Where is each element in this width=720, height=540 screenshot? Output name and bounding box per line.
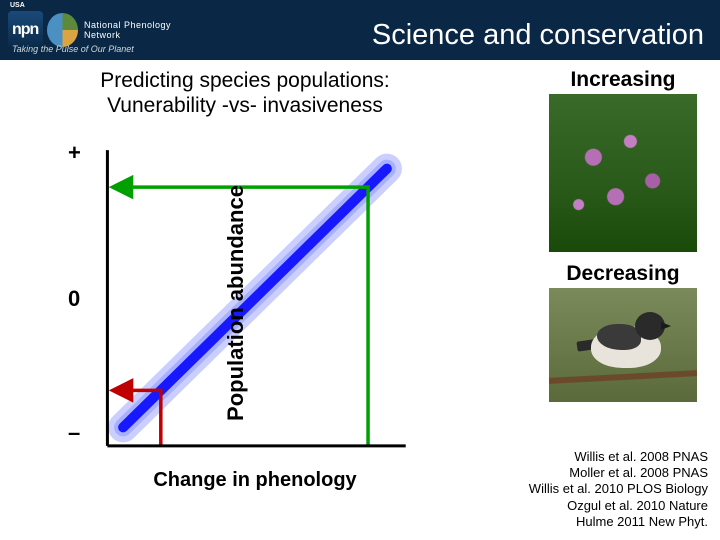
citation-line: Hulme 2011 New Phyt. — [529, 514, 708, 530]
logo-tagline: Taking the Pulse of Our Planet — [12, 44, 134, 54]
x-axis-label: Change in phenology — [153, 469, 356, 492]
y-tick-minus: – — [68, 420, 80, 446]
subtitle: Predicting species populations: Vunerabi… — [30, 68, 460, 118]
logo-usa-tag: USA — [8, 2, 27, 9]
right-column: Increasing Decreasing — [538, 68, 708, 402]
chart: Population abundance + 0 – Change in phe… — [90, 138, 420, 458]
citations: Willis et al. 2008 PNAS Moller et al. 20… — [529, 449, 708, 530]
branch-icon — [549, 370, 697, 384]
decreasing-photo — [549, 288, 697, 402]
increasing-photo — [549, 94, 697, 252]
slide-title: Science and conservation — [372, 19, 704, 52]
logo-text: National Phenology Network — [84, 20, 200, 40]
citation-line: Ozgul et al. 2010 Nature — [529, 498, 708, 514]
logo-name: National Phenology Network — [84, 20, 200, 40]
decreasing-label: Decreasing — [538, 262, 708, 286]
increasing-label: Increasing — [538, 68, 708, 92]
subtitle-line2: Vunerability -vs- invasiveness — [107, 94, 383, 117]
y-tick-zero: 0 — [68, 286, 80, 312]
citation-line: Willis et al. 2008 PNAS — [529, 449, 708, 465]
citation-line: Willis et al. 2010 PLOS Biology — [529, 481, 708, 497]
logo-swirl-icon — [47, 13, 78, 47]
subtitle-line1: Predicting species populations: — [100, 69, 390, 92]
bird-beak-icon — [661, 322, 671, 330]
logo: USA National Phenology Network Taking th… — [0, 0, 200, 60]
chart-svg — [90, 138, 420, 458]
header-bar: USA National Phenology Network Taking th… — [0, 0, 720, 60]
y-tick-plus: + — [68, 140, 81, 166]
citation-line: Moller et al. 2008 PNAS — [529, 465, 708, 481]
y-axis-label: Population abundance — [223, 185, 249, 421]
